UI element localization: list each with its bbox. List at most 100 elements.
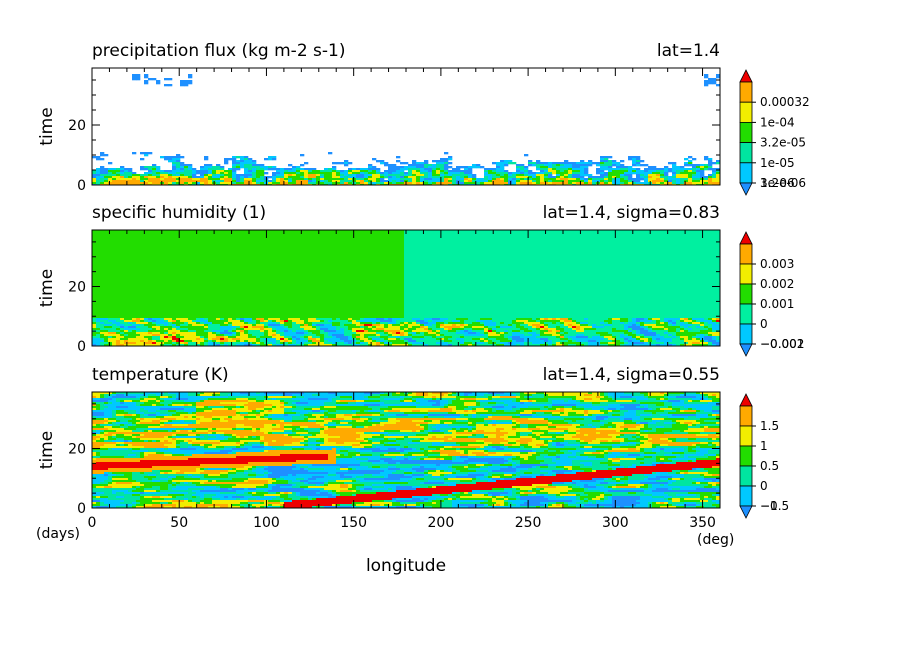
heatmap-cell [476,242,481,245]
heatmap-cell [132,250,137,253]
heatmap-cell [492,268,497,271]
heatmap-cell [148,248,153,251]
heatmap-cell [712,176,717,179]
heatmap-cell [516,182,521,185]
heatmap-cell [488,168,493,171]
heatmap-cell [644,230,649,233]
heatmap-cell [312,182,317,185]
heatmap-cell [600,240,605,243]
heatmap-cell [240,174,245,177]
heatmap-cell [256,230,261,233]
heatmap-cell [708,162,713,165]
heatmap-cell [100,168,105,171]
heatmap-cell [176,234,181,237]
heatmap-cell [412,234,417,237]
heatmap-cell [428,266,433,269]
heatmap-cell [604,242,609,245]
heatmap-cell [364,256,369,259]
heatmap-cell [208,244,213,247]
heatmap-cell [152,164,157,167]
heatmap-cell [480,266,485,269]
heatmap-cell [180,240,185,243]
heatmap-cell [308,236,313,239]
heatmap-cell [404,236,409,239]
heatmap-cell [472,268,477,271]
heatmap-cell [144,268,149,271]
heatmap-cell [292,180,297,183]
heatmap-cell [612,248,617,251]
heatmap-cell [400,182,405,185]
heatmap-cell [388,266,393,269]
heatmap-cell [288,168,293,171]
heatmap-cell [512,252,517,255]
heatmap-cell [228,258,233,261]
heatmap-cell [100,234,105,237]
heatmap-cell [680,176,685,179]
heatmap-cell [500,232,505,235]
heatmap-cell [304,232,309,235]
heatmap-cell [188,174,193,177]
heatmap-cell [512,230,517,233]
heatmap-cell [604,254,609,257]
heatmap-cell [568,262,573,265]
heatmap-cell [528,258,533,261]
heatmap-cell [648,242,653,245]
heatmap-cell [612,262,617,265]
heatmap-cell [304,168,309,171]
heatmap-cell [392,164,397,167]
heatmap-cell [92,262,97,265]
heatmap-cell [616,172,621,175]
heatmap-cell [668,260,673,263]
heatmap-cell [488,174,493,177]
heatmap-cell [152,258,157,261]
heatmap-cell [232,264,237,267]
heatmap-cell [344,160,349,163]
heatmap-cell [100,158,105,161]
heatmap-cell [368,264,373,267]
heatmap-cell [356,250,361,253]
heatmap-cell [532,242,537,245]
heatmap-cell [392,262,397,265]
heatmap-cell [280,240,285,243]
heatmap-cell [520,244,525,247]
heatmap-cell [192,178,197,181]
heatmap-cell [496,182,501,185]
heatmap-cell [712,168,717,171]
heatmap-cell [252,262,257,265]
heatmap-cell [396,264,401,267]
heatmap-cell [112,230,117,233]
heatmap-cell [136,258,141,261]
heatmap-cell [260,182,265,185]
heatmap-cell [176,250,181,253]
heatmap-cell [232,258,237,261]
heatmap-cell [548,266,553,269]
heatmap-cell [424,264,429,267]
heatmap-cell [128,268,133,271]
heatmap-cell [224,238,229,241]
heatmap-cell [708,234,713,237]
heatmap-cell [264,268,269,271]
heatmap-cell [140,260,145,263]
heatmap-cell [136,268,141,271]
heatmap-cell [420,176,425,179]
heatmap-cell [544,180,549,183]
heatmap-cell [384,182,389,185]
heatmap-cell [156,174,161,177]
heatmap-cell [444,176,449,179]
heatmap-cell [592,244,597,247]
heatmap-cell [604,230,609,233]
heatmap-cell [144,254,149,257]
heatmap-cell [256,256,261,259]
heatmap-cell [480,232,485,235]
heatmap-cell [316,232,321,235]
heatmap-cell [152,174,157,177]
heatmap-cell [152,264,157,267]
heatmap-cell [696,232,701,235]
heatmap-cell [148,170,153,173]
heatmap-cell [148,240,153,243]
heatmap-cell [560,238,565,241]
heatmap-cell [408,240,413,243]
heatmap-cell [100,252,105,255]
heatmap-cell [404,168,409,171]
heatmap-cell [688,254,693,257]
